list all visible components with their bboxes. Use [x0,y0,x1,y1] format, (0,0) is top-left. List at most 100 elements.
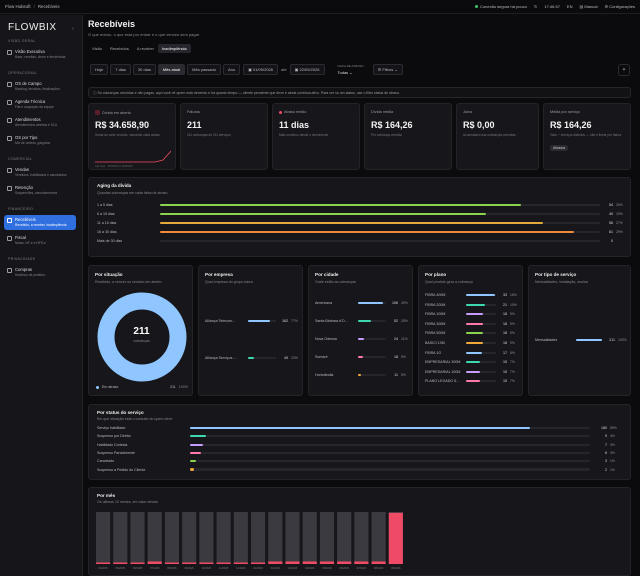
sidebar-item-receb-veis[interactable]: Recebíveis Recebido, a receber, inadimplê… [4,215,76,230]
collapse-sidebar-icon[interactable]: ‹ [72,26,74,32]
plano-row[interactable]: FIBRA 1G 17 8% [425,351,522,355]
delay-range-select[interactable]: FAIXA DE ATRASO Todas ⌄ [337,64,364,75]
month-bar[interactable] [113,562,128,565]
kpi-label: Atraso médio [284,110,307,114]
sidebar-item-vendas[interactable]: Vendas Vendidos, habilitados e cancelados [4,165,76,180]
empresa-row[interactable]: Alliança Telecom... 162 77% [205,319,302,323]
month-bar[interactable] [130,562,145,565]
filters-button[interactable]: ☰ Filtros ⌄ [372,64,403,75]
month-tick-label: 10/2025 [202,566,212,570]
sidebar-item-agenda-t-cnica[interactable]: Agenda Técnica Fila e ocupação da equipe [4,97,76,112]
cidade-row[interactable]: Sumaré 18 9% [315,355,412,359]
aging-row-label: 6 a 15 dias [97,212,115,216]
month-bar[interactable] [319,561,335,564]
kpi-value: R$ 164,26 [550,120,592,130]
app-name[interactable]: Flow Hubsoft [5,4,31,9]
aging-row[interactable]: 16 a 30 dias 61 29% [97,230,627,234]
aging-row[interactable]: 11 a 15 dias 56 27% [97,221,627,225]
aging-row-count: 0 [611,239,613,243]
status-row[interactable]: Habilitado Cortesia 7 3% [97,443,627,447]
plano-row-label: EMPRESARIAL 100M [425,369,461,374]
plano-row-fill [466,351,482,354]
plano-row[interactable]: FIBRA 500M 18 9% [425,331,522,335]
plano-row-label: FIBRA 200M [425,302,446,307]
plano-row[interactable]: FIBRA 100M 18 9% [425,312,522,316]
month-bar[interactable] [164,562,180,565]
plano-row[interactable]: BÁSICI 10M 18 9% [425,341,522,345]
aging-row[interactable]: 6 a 15 dias 40 19% [97,212,627,216]
plano-row[interactable]: PLANO LEGADO 5... 15 7% [425,379,522,383]
month-bar[interactable] [216,562,231,565]
plano-row-pct: 7% [510,379,515,384]
month-bar[interactable] [371,561,386,564]
sidebar-item-reten-o[interactable]: Retenção Suspensões, cancelamentos [4,183,76,198]
month-bar[interactable] [302,561,317,564]
date-to-field[interactable]: ▣ 22/09/2026 [289,64,325,75]
manual-button[interactable]: ▤ Manual [579,4,598,9]
plano-row[interactable]: FIBRA 200M 21 10% [425,303,522,307]
language-toggle[interactable]: EN [566,4,573,9]
aging-row-count: 40 [609,212,613,216]
month-bar[interactable] [285,561,300,564]
plano-row-count: 15 [503,369,507,374]
period-hoje[interactable]: Hoje [90,64,109,75]
filter-bar: Hoje 7 dias 30 dias Mês atual Mês passado Ano… [90,64,403,75]
month-bar[interactable] [147,561,162,564]
month-bar[interactable] [199,562,214,565]
status-row[interactable]: Cancelado 3 1% [97,459,627,463]
aging-row-bar [160,212,600,216]
legend-dot-icon [96,385,99,389]
monthly-bar-chart: 04/2025 05/2025 06/2025 07/2025 08/2025 09/20… [96,512,403,570]
aging-row[interactable]: 1 a 5 dias 54 26% [97,203,627,207]
empresa-row-label: Alliança Serviços ... [205,356,237,360]
month-bar[interactable] [233,562,248,565]
month-bar[interactable] [268,561,283,564]
plano-row[interactable]: EMPRESARIAL 100M 15 7% [425,370,522,374]
date-from-field[interactable]: ▣ 01/09/2026 [243,64,279,75]
month-bar[interactable] [354,561,369,564]
kpi-label: Juros [463,110,473,114]
sidebar-item-atendimentos[interactable]: Atendimentos Atendimentos abertos e SLA [4,115,76,130]
empresa-row[interactable]: Alliança Serviços ... 49 23% [205,356,302,360]
period-7-dias[interactable]: 7 dias [110,64,131,75]
tab-a-receber[interactable]: A receber [136,46,154,51]
period-30-dias[interactable]: 30 dias [132,64,156,75]
sidebar-item-fiscal[interactable]: Fiscal Notas, NF-e e NFS-e [4,233,76,248]
period-ano[interactable]: Ano [222,64,241,75]
cidade-row[interactable]: Nova Odessa 24 11% [315,337,412,341]
kpi-card: Dívida em aberto R$ 34.658,90 Soma do valo… [88,103,176,170]
status-row-pct: 1% [610,459,615,464]
status-row[interactable]: Serviço habilitado 180 85% [97,426,627,430]
month-bar[interactable] [337,561,352,564]
sidebar-item-os-por-tipo[interactable]: OS por Tipo Mix de ordens, gargalos [4,133,76,148]
month-bar[interactable] [251,562,266,565]
tab-vis-o[interactable]: Visão [92,46,102,51]
cidade-row[interactable]: Americana 106 49% [315,301,412,305]
tab-inadimpl-ncia[interactable]: Inadimplência [157,44,191,53]
sidebar-section-title: OPERACIONAL [8,71,38,75]
sidebar-item-compras[interactable]: Compras Histórico de pedidos [4,265,76,280]
tab-recebidos[interactable]: Recebidos [109,46,129,51]
period-m-s-passado[interactable]: Mês passado [187,64,221,75]
status-row[interactable]: Suspenso Parcialmente 6 3% [97,451,627,455]
lightbulb-icon[interactable]: ✦ [618,64,630,76]
month-bar[interactable] [96,562,111,565]
aging-row[interactable]: Mais de 30 dias 0 [97,239,627,243]
status-row[interactable]: Suspenso por Débito 9 4% [97,434,627,438]
period-m-s-atual[interactable]: Mês atual [157,64,186,75]
status-row[interactable]: Suspenso a Pedido do Cliente 2 1% [97,468,627,472]
nav-icon [7,100,12,105]
plano-row[interactable]: FIBRA 300M 18 9% [425,322,522,326]
sidebar-item-vis-o-executiva[interactable]: Visão Executiva Base, receitas, churn e t… [4,47,76,62]
refresh-icon[interactable]: ↻ [533,4,538,9]
month-bar[interactable] [182,562,197,565]
sidebar-item-os-de-campo[interactable]: OS de Campo Backlog, técnicos, finalizaçõ… [4,79,76,94]
tipo-row[interactable]: Mensalidades 211 100% [535,338,630,342]
month-bar[interactable] [388,512,403,564]
cidade-row[interactable]: Hortolândia 11 5% [315,373,412,377]
settings-button[interactable]: ⚙ Configurações [604,4,636,9]
plan-subtitle: Qual produto gera a cobrança [425,280,473,284]
plano-row[interactable]: EMPRESARIAL 300M 15 7% [425,360,522,364]
cidade-row[interactable]: Santa Bárbara d'O... 52 25% [315,319,412,323]
plano-row[interactable]: FIBRA 400M 33 16% [425,293,522,297]
